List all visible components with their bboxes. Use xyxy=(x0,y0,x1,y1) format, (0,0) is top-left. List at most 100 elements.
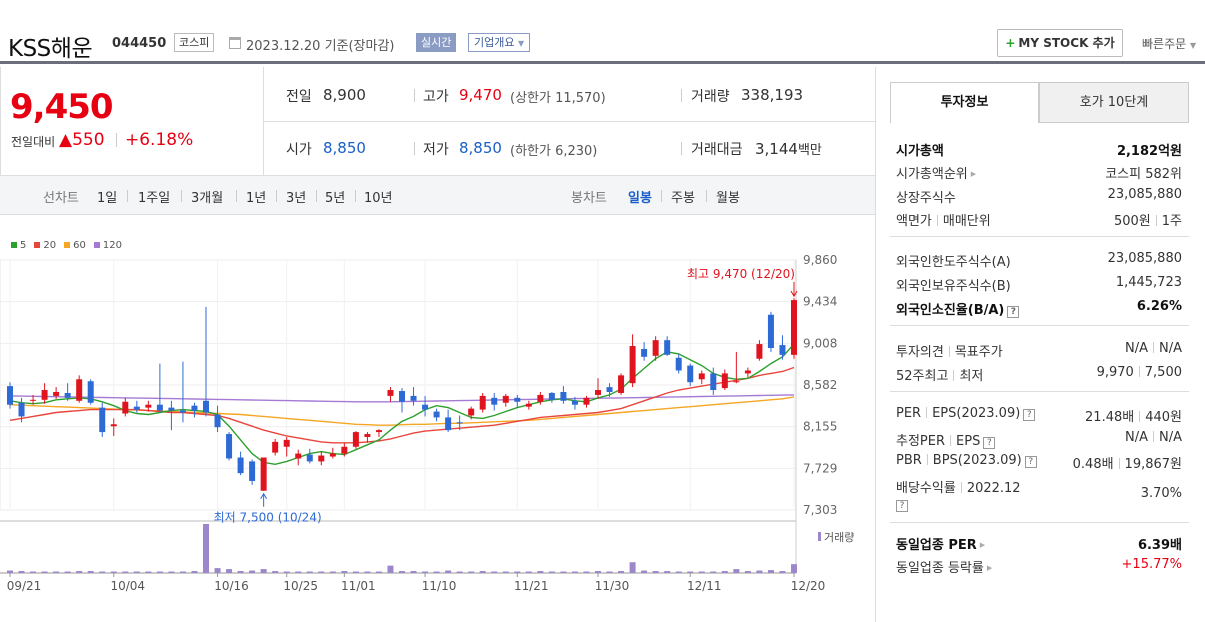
par-value: 500원 xyxy=(1113,214,1151,229)
volume-bar xyxy=(410,571,417,573)
range-5y[interactable]: 5년 xyxy=(325,191,346,206)
candle-body xyxy=(583,397,590,405)
investment-info-panel: 투자정보 호가 10단계 시가총액 2,182억원 시가총액순위 ▶ 코스피 58… xyxy=(875,67,1205,622)
max-price-label: 최고 9,470 (12/20) xyxy=(687,267,795,281)
volume-bar xyxy=(710,571,717,573)
candle-body xyxy=(341,446,348,454)
volume-bar xyxy=(733,569,740,573)
market-rank-value: 코스피 582위 xyxy=(1105,167,1182,182)
candle-body xyxy=(237,457,244,474)
divider xyxy=(890,522,1189,523)
company-overview-button[interactable]: 기업개요 ▼ xyxy=(468,33,531,52)
volume-bar xyxy=(214,568,221,573)
help-icon[interactable]: ? xyxy=(1007,306,1020,318)
open-label: 시가 xyxy=(286,142,312,158)
chevron-right-icon: ▶ xyxy=(979,541,986,549)
volume-bar xyxy=(99,571,106,573)
chevron-right-icon: ▶ xyxy=(986,564,993,572)
help-icon[interactable]: ? xyxy=(983,437,996,449)
quick-order-button[interactable]: 빠른주문 ▼ xyxy=(1142,35,1196,52)
volume-bar xyxy=(456,571,463,573)
divider xyxy=(414,142,415,155)
volume-bar xyxy=(341,571,348,573)
week52-low-label: 최저 xyxy=(959,369,984,384)
volume-bar xyxy=(791,564,797,573)
volume-bar xyxy=(629,562,636,573)
y-tick-label: 7,303 xyxy=(803,503,837,517)
volume-bar xyxy=(41,571,48,573)
candle-body xyxy=(618,375,625,393)
candle-body xyxy=(283,439,290,447)
volume-bar xyxy=(133,571,140,573)
volume-bar xyxy=(652,571,659,573)
amount-number: 3,144 xyxy=(755,140,798,158)
range-1y[interactable]: 1년 xyxy=(246,191,267,206)
help-icon[interactable]: ? xyxy=(896,500,908,512)
amount-label: 거래대금 xyxy=(691,142,743,158)
range-10y[interactable]: 10년 xyxy=(364,191,393,206)
range-3m[interactable]: 3개월 xyxy=(191,191,224,206)
volume-bar xyxy=(306,571,313,573)
per-label: PER xyxy=(896,406,922,421)
volume-bar xyxy=(560,571,567,573)
candle-body xyxy=(595,390,601,395)
help-icon[interactable]: ? xyxy=(1024,456,1037,468)
max-arrow-head xyxy=(790,290,798,298)
volume-bar xyxy=(675,571,682,573)
candle-body xyxy=(399,391,405,402)
volume-legend-swatch xyxy=(818,532,821,541)
candle-daily[interactable]: 일봉 xyxy=(628,191,652,206)
chevron-down-icon: ▼ xyxy=(517,39,525,48)
foreign-rate-label: 외국인소진율(B/A) xyxy=(896,303,1005,318)
divider xyxy=(681,142,682,155)
x-tick-label: 09/21 xyxy=(7,579,42,593)
tab-investment-info[interactable]: 투자정보 xyxy=(890,82,1039,123)
volume-bar xyxy=(445,570,452,573)
add-my-stock-label: MY STOCK 추가 xyxy=(1018,36,1115,50)
divider xyxy=(890,325,1189,326)
realtime-button[interactable]: 실시간 xyxy=(416,33,457,52)
candle-weekly[interactable]: 주봉 xyxy=(671,191,695,206)
candle-body xyxy=(295,453,302,459)
price-chart[interactable]: 5 20 60 120 9,860 9,434 9,008 8,582 8,155 7,729 7… xyxy=(0,216,875,601)
bps-value: 19,867원 xyxy=(1124,457,1182,472)
candle-body xyxy=(422,404,429,410)
divider xyxy=(116,133,117,147)
volume-bar xyxy=(329,571,336,573)
candle-monthly[interactable]: 월봉 xyxy=(716,191,740,206)
x-tick-label: 10/16 xyxy=(214,579,249,593)
sector-per-value: 6.39배 xyxy=(1137,538,1182,553)
market-badge: 코스피 xyxy=(174,33,215,52)
unit-label: 매매단위 xyxy=(942,214,991,229)
range-1w[interactable]: 1주일 xyxy=(138,191,171,206)
volume-bar xyxy=(30,571,37,573)
candle-body xyxy=(122,401,129,414)
volume-bar xyxy=(491,571,498,573)
divider xyxy=(181,190,182,202)
legend-ma60: 60 xyxy=(64,240,86,251)
market-cap-value: 2,182억원 xyxy=(1116,144,1182,159)
candle-body xyxy=(456,422,463,424)
volume-bar xyxy=(64,571,71,573)
range-3y[interactable]: 3년 xyxy=(286,191,307,206)
candle-chart-label: 봉차트 xyxy=(571,191,607,206)
volume-bar xyxy=(756,570,763,573)
target-value: N/A xyxy=(1159,341,1182,356)
market-rank-label: 시가총액순위 xyxy=(896,167,968,182)
legend-ma120: 120 xyxy=(93,240,122,251)
divider xyxy=(706,190,707,202)
tab-order-book[interactable]: 호가 10단계 xyxy=(1039,82,1189,123)
candle-body xyxy=(260,457,267,491)
help-icon[interactable]: ? xyxy=(1023,409,1036,421)
volume-bar xyxy=(145,571,152,573)
volume-bar xyxy=(779,571,786,573)
range-1d[interactable]: 1일 xyxy=(97,191,118,206)
candle-body xyxy=(791,300,797,355)
candle-body xyxy=(652,340,659,356)
quick-order-label: 빠른주문 xyxy=(1142,37,1187,51)
volume-bar xyxy=(53,571,60,573)
divider xyxy=(890,236,1189,237)
volume-bar xyxy=(399,571,405,573)
add-my-stock-button[interactable]: + MY STOCK 추가 xyxy=(997,29,1123,57)
market-cap-label: 시가총액 xyxy=(896,144,944,159)
